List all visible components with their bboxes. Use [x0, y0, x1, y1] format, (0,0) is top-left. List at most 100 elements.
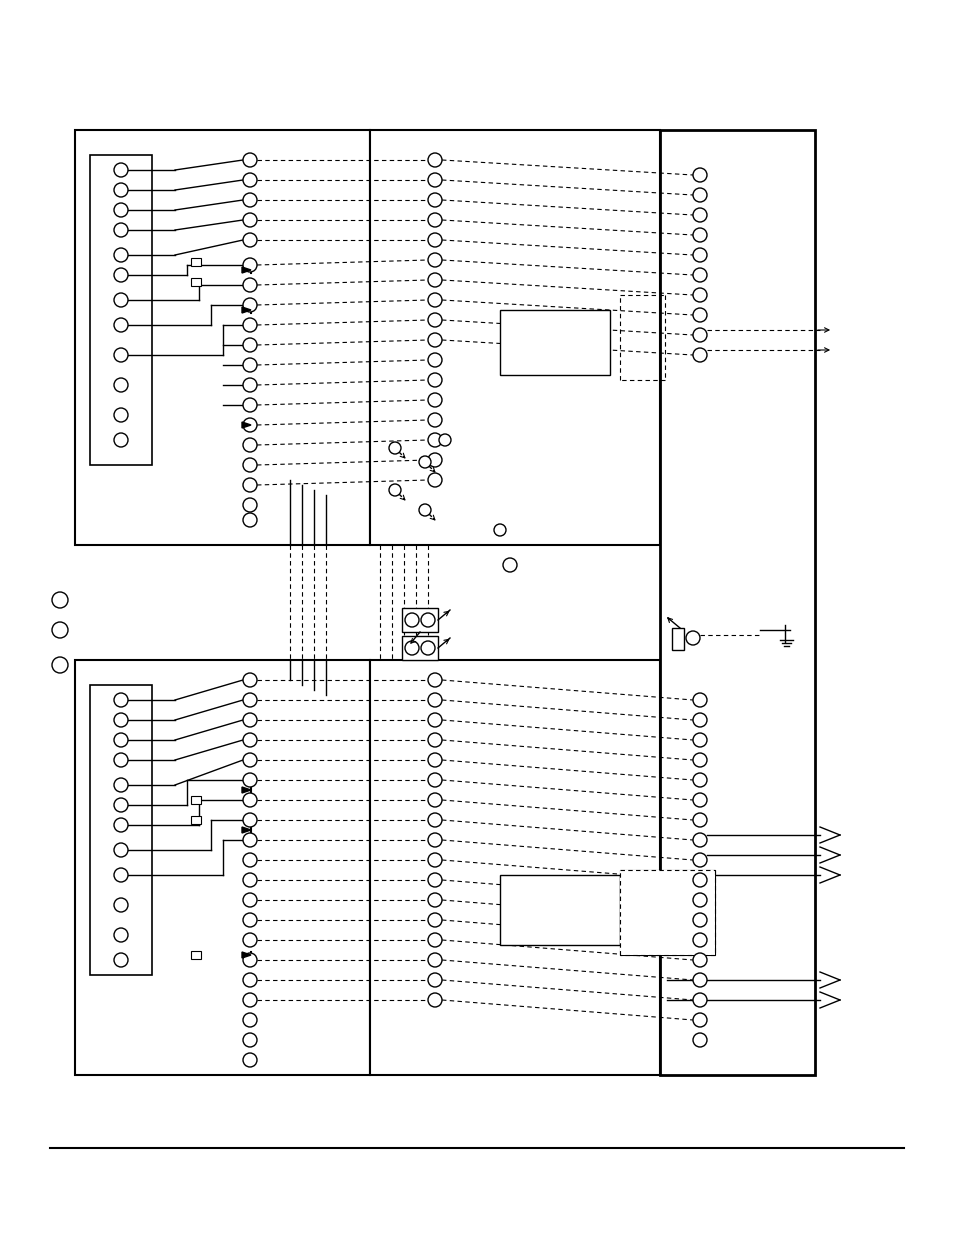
Polygon shape [242, 308, 251, 312]
Circle shape [243, 734, 256, 747]
Circle shape [428, 393, 441, 408]
Circle shape [502, 558, 517, 572]
Circle shape [113, 693, 128, 706]
Circle shape [243, 1053, 256, 1067]
Circle shape [113, 818, 128, 832]
Circle shape [692, 288, 706, 303]
Circle shape [113, 163, 128, 177]
Circle shape [113, 203, 128, 217]
Bar [619, 869, 714, 955]
Circle shape [113, 844, 128, 857]
Circle shape [438, 433, 451, 446]
Circle shape [405, 613, 418, 627]
Circle shape [243, 932, 256, 947]
Circle shape [243, 753, 256, 767]
Circle shape [243, 298, 256, 312]
Circle shape [428, 293, 441, 308]
Circle shape [428, 273, 441, 287]
Circle shape [428, 473, 441, 487]
Circle shape [113, 433, 128, 447]
Circle shape [692, 893, 706, 906]
Circle shape [685, 631, 700, 645]
Circle shape [113, 734, 128, 747]
Circle shape [428, 773, 441, 787]
Circle shape [113, 713, 128, 727]
Circle shape [428, 353, 441, 367]
Circle shape [692, 168, 706, 182]
Circle shape [428, 173, 441, 186]
Circle shape [243, 673, 256, 687]
Circle shape [243, 693, 256, 706]
Circle shape [428, 813, 441, 827]
Circle shape [428, 713, 441, 727]
Circle shape [243, 713, 256, 727]
Circle shape [692, 228, 706, 242]
Circle shape [692, 953, 706, 967]
Polygon shape [242, 952, 251, 958]
Circle shape [243, 153, 256, 167]
Circle shape [418, 504, 431, 516]
Circle shape [389, 442, 400, 454]
Circle shape [428, 433, 441, 447]
Bar [191, 951, 201, 960]
Circle shape [428, 734, 441, 747]
Circle shape [243, 193, 256, 207]
Circle shape [243, 378, 256, 391]
Circle shape [692, 973, 706, 987]
Circle shape [692, 773, 706, 787]
Circle shape [113, 408, 128, 422]
Bar [671, 629, 683, 650]
Circle shape [692, 207, 706, 222]
Circle shape [428, 853, 441, 867]
Circle shape [692, 932, 706, 947]
Circle shape [405, 641, 418, 655]
Circle shape [692, 993, 706, 1007]
Circle shape [243, 338, 256, 352]
Bar [619, 869, 714, 955]
Bar [370, 130, 659, 545]
Circle shape [428, 333, 441, 347]
Circle shape [52, 622, 68, 638]
Bar [191, 258, 201, 266]
Circle shape [243, 212, 256, 227]
Circle shape [428, 373, 441, 387]
Bar [191, 797, 201, 804]
Circle shape [243, 398, 256, 412]
Circle shape [243, 913, 256, 927]
Circle shape [113, 268, 128, 282]
Circle shape [428, 932, 441, 947]
Circle shape [243, 953, 256, 967]
Circle shape [692, 308, 706, 322]
Circle shape [420, 613, 435, 627]
Circle shape [243, 278, 256, 291]
Bar [499, 310, 609, 375]
Circle shape [692, 268, 706, 282]
Circle shape [692, 713, 706, 727]
Circle shape [428, 753, 441, 767]
Bar [659, 130, 814, 1074]
Bar [75, 659, 370, 1074]
Circle shape [692, 734, 706, 747]
Bar [191, 278, 201, 287]
Bar [401, 608, 437, 632]
Circle shape [243, 813, 256, 827]
Circle shape [243, 498, 256, 513]
Circle shape [243, 233, 256, 247]
Circle shape [113, 183, 128, 198]
Polygon shape [242, 267, 251, 273]
Circle shape [428, 973, 441, 987]
Circle shape [428, 673, 441, 687]
Circle shape [692, 793, 706, 806]
Circle shape [243, 773, 256, 787]
Polygon shape [242, 422, 251, 429]
Circle shape [243, 853, 256, 867]
Circle shape [243, 893, 256, 906]
Circle shape [52, 657, 68, 673]
Circle shape [692, 188, 706, 203]
Circle shape [692, 913, 706, 927]
Circle shape [428, 253, 441, 267]
Circle shape [428, 312, 441, 327]
Circle shape [428, 893, 441, 906]
Circle shape [243, 1032, 256, 1047]
Circle shape [243, 438, 256, 452]
